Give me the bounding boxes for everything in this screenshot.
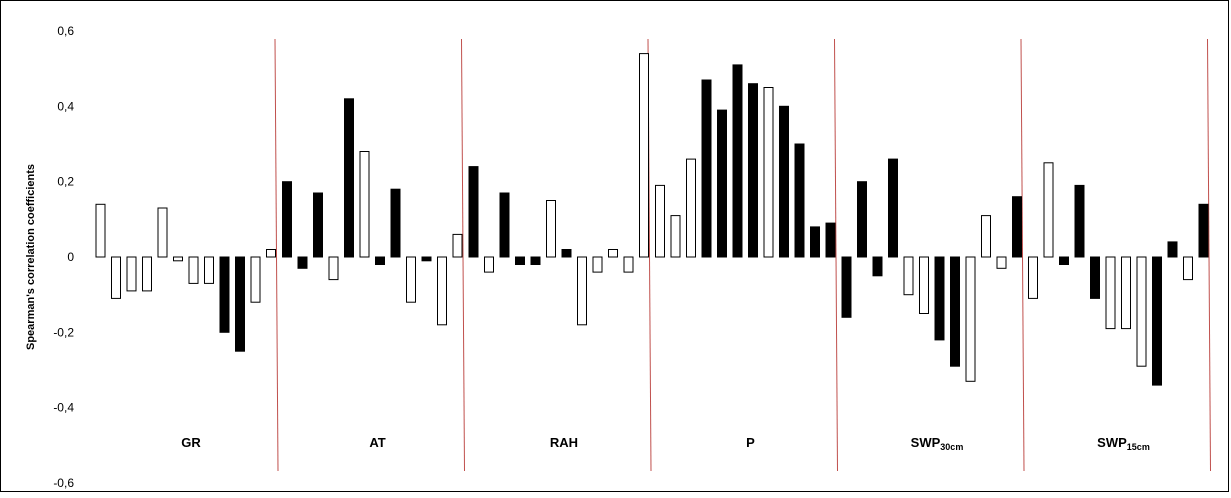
bar-gr-4 [142, 256, 152, 292]
bar-swp-15cm-12 [1198, 203, 1209, 258]
bar-swp-30cm-1 [841, 256, 852, 318]
bar-swp-30cm-9 [965, 256, 976, 382]
y-tick-label: 0,6 [57, 24, 74, 38]
bar-swp-15cm-1 [1028, 256, 1038, 299]
bar-rah-12 [639, 53, 649, 258]
bar-swp-15cm-10 [1167, 241, 1178, 258]
bar-rah-1 [468, 166, 479, 258]
group-separator [274, 38, 279, 472]
bar-gr-5 [157, 207, 168, 258]
y-axis-tick-labels: 0,6 0,4 0,2 0 -0,2 -0,4 -0,6 [53, 24, 74, 490]
group-label: GR [181, 435, 201, 450]
bar-at-9 [406, 256, 416, 303]
bar-swp-30cm-6 [919, 256, 929, 314]
y-tick-label: 0 [67, 250, 74, 264]
bar-gr-8 [204, 256, 214, 284]
bar-at-4 [328, 256, 339, 281]
group-label: RAH [550, 435, 578, 450]
bar-swp-30cm-2 [857, 181, 867, 258]
group-separators [274, 38, 1211, 472]
group-labels: GR AT RAH P SWP30cm SWP15cm [181, 435, 1150, 452]
bar-gr-3 [126, 256, 137, 292]
bar-swp-30cm-7 [934, 256, 945, 341]
group-label: SWP15cm [1097, 435, 1150, 452]
bar-p-4 [701, 79, 712, 258]
bar-gr-9 [219, 256, 230, 333]
bar-at-5 [344, 98, 354, 258]
bar-swp-30cm-10 [981, 215, 991, 258]
bar-rah-2 [484, 256, 494, 273]
group-separator [461, 38, 465, 472]
bar-swp-30cm-12 [1012, 196, 1022, 258]
group-label: P [746, 435, 755, 450]
bar-swp-30cm-11 [996, 256, 1007, 269]
bar-swp-15cm-6 [1105, 256, 1116, 330]
bar-swp-15cm-11 [1183, 256, 1193, 281]
bar-rah-11 [623, 256, 634, 273]
group-separator [834, 38, 838, 472]
bar-gr-6 [173, 256, 183, 262]
bar-gr-7 [188, 256, 199, 284]
bar-gr-1 [95, 203, 106, 258]
y-tick-label: 0,2 [57, 175, 74, 189]
bar-p-7 [748, 83, 758, 258]
group-separator [1020, 38, 1025, 472]
y-tick-label: -0,6 [53, 476, 74, 490]
bar-gr-12 [266, 249, 276, 258]
bar-at-2 [297, 256, 308, 269]
bar-gr-11 [250, 256, 261, 303]
bar-rah-7 [561, 249, 572, 258]
bars [95, 53, 1209, 386]
bar-rah-3 [499, 192, 510, 258]
y-tick-label: -0,4 [53, 401, 74, 415]
bar-swp-15cm-4 [1074, 184, 1085, 258]
bar-swp-15cm-3 [1059, 256, 1069, 265]
bar-at-3 [313, 192, 323, 258]
bar-rah-10 [608, 249, 618, 258]
bar-rah-4 [515, 256, 525, 265]
bar-swp-30cm-3 [872, 256, 883, 277]
y-axis-label: Spearman's correlation coefficients [25, 164, 37, 350]
bar-gr-2 [111, 256, 121, 299]
bar-p-9 [779, 105, 789, 258]
bar-rah-6 [546, 200, 556, 258]
bar-p-1 [655, 184, 665, 258]
bar-at-8 [390, 188, 401, 258]
bar-p-8 [763, 87, 774, 258]
bar-swp-15cm-9 [1152, 256, 1162, 386]
bar-at-12 [452, 233, 463, 258]
bar-at-6 [359, 151, 370, 258]
group-label: AT [369, 435, 385, 450]
y-tick-label: -0,2 [53, 325, 74, 339]
bar-p-6 [732, 64, 743, 258]
bar-at-10 [421, 256, 432, 262]
bar-at-11 [437, 256, 447, 326]
bar-p-10 [794, 143, 805, 258]
bar-at-7 [375, 256, 385, 265]
bar-swp-15cm-5 [1090, 256, 1100, 299]
bar-rah-5 [530, 256, 541, 265]
bar-p-12 [825, 222, 836, 258]
bar-swp-15cm-2 [1043, 162, 1054, 258]
bar-swp-30cm-5 [903, 256, 914, 296]
group-separator [1207, 38, 1211, 472]
bar-rah-8 [577, 256, 587, 326]
bar-gr-10 [235, 256, 245, 352]
bar-swp-15cm-8 [1136, 256, 1147, 367]
bar-rah-9 [592, 256, 603, 273]
bar-swp-15cm-7 [1121, 256, 1131, 330]
bar-p-11 [810, 226, 820, 258]
bar-p-5 [717, 109, 727, 258]
bar-swp-30cm-4 [888, 158, 898, 258]
bar-p-2 [670, 215, 681, 258]
group-label: SWP30cm [911, 435, 964, 452]
bar-at-1 [282, 181, 292, 258]
bar-swp-30cm-8 [950, 256, 960, 367]
y-tick-label: 0,4 [57, 99, 74, 113]
bar-p-3 [686, 158, 696, 258]
